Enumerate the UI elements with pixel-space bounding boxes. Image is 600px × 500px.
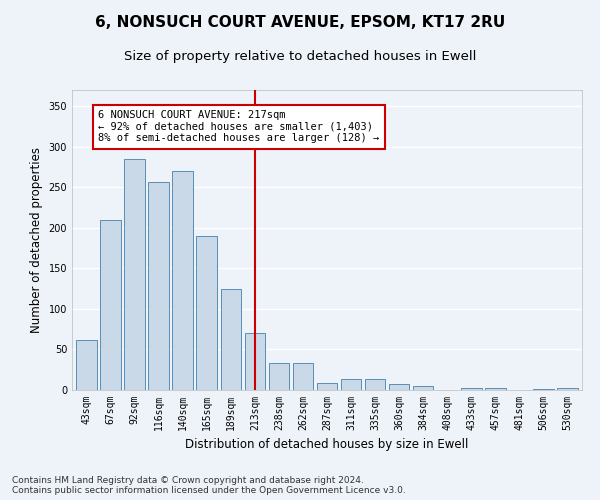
Y-axis label: Number of detached properties: Number of detached properties — [30, 147, 43, 333]
Bar — [76, 340, 97, 390]
Bar — [100, 220, 121, 390]
Bar — [221, 288, 241, 390]
Bar — [461, 388, 482, 390]
Bar — [389, 384, 409, 390]
X-axis label: Distribution of detached houses by size in Ewell: Distribution of detached houses by size … — [185, 438, 469, 452]
Bar — [317, 382, 337, 390]
Bar — [413, 386, 433, 390]
Bar — [245, 333, 265, 390]
Bar — [172, 171, 193, 390]
Text: Contains HM Land Registry data © Crown copyright and database right 2024.
Contai: Contains HM Land Registry data © Crown c… — [12, 476, 406, 495]
Bar — [533, 389, 554, 390]
Bar — [269, 363, 289, 390]
Bar — [148, 182, 169, 390]
Text: 6, NONSUCH COURT AVENUE, EPSOM, KT17 2RU: 6, NONSUCH COURT AVENUE, EPSOM, KT17 2RU — [95, 15, 505, 30]
Bar — [196, 236, 217, 390]
Text: 6 NONSUCH COURT AVENUE: 217sqm
← 92% of detached houses are smaller (1,403)
8% o: 6 NONSUCH COURT AVENUE: 217sqm ← 92% of … — [98, 110, 380, 144]
Bar — [124, 159, 145, 390]
Bar — [293, 363, 313, 390]
Bar — [341, 378, 361, 390]
Bar — [557, 388, 578, 390]
Bar — [485, 388, 506, 390]
Bar — [365, 378, 385, 390]
Text: Size of property relative to detached houses in Ewell: Size of property relative to detached ho… — [124, 50, 476, 63]
